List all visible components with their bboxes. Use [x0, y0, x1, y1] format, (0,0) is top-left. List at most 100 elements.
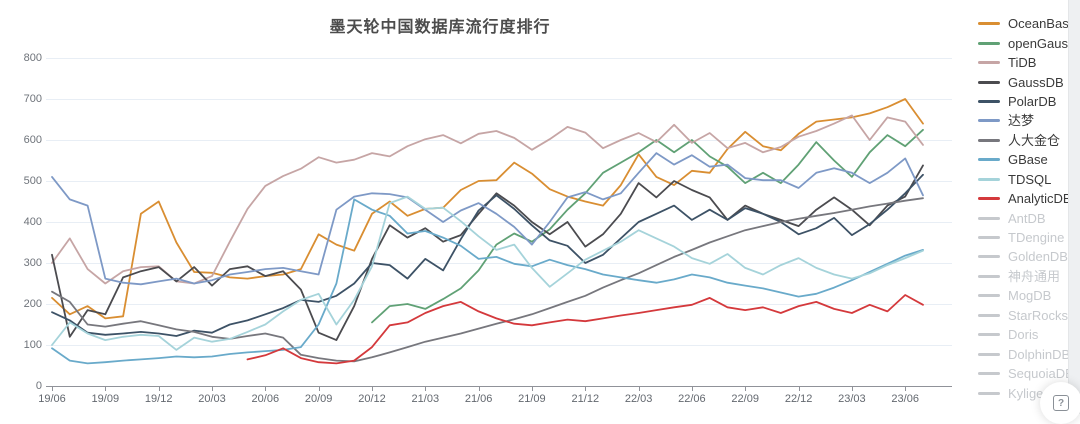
legend-label: 神舟通用	[1008, 268, 1061, 284]
legend-item-达梦[interactable]: 达梦	[978, 111, 1068, 130]
legend-line-swatch	[978, 216, 1000, 220]
legend-label: openGauss	[1008, 35, 1075, 51]
legend-item-openGauss[interactable]: openGauss	[978, 33, 1075, 52]
legend-label: DolphinDB	[1008, 346, 1071, 362]
legend-label: SequoiaDB	[1008, 366, 1074, 382]
plot-area[interactable]	[0, 0, 1080, 414]
legend-line-swatch	[978, 294, 1000, 298]
legend-item-Doris[interactable]: Doris	[978, 325, 1068, 344]
legend-label: OceanBase	[1008, 16, 1076, 32]
y-tick-label: 500	[23, 175, 42, 187]
legend-item-OceanBase[interactable]: OceanBase	[978, 14, 1076, 33]
y-tick-label: 700	[23, 93, 42, 105]
legend-item-GaussDB[interactable]: GaussDB	[978, 72, 1068, 91]
help-question-icon: ?	[1053, 395, 1069, 411]
x-tick-label: 19/12	[144, 393, 173, 405]
y-grid-line	[46, 263, 952, 264]
x-tick-mark	[531, 387, 533, 391]
legend-item-神舟通用[interactable]: 神舟通用	[978, 267, 1068, 286]
x-tick-label: 20/09	[304, 393, 333, 405]
legend-label: TDengine	[1008, 230, 1065, 246]
x-tick-mark	[905, 387, 907, 391]
legend-label: 人大金仓	[1008, 132, 1061, 148]
legend-item-人大金仓[interactable]: 人大金仓	[978, 131, 1068, 150]
legend: OceanBase openGauss TiDB GaussDB PolarDB 达梦人大…	[978, 14, 1076, 403]
legend-item-TDSQL[interactable]: TDSQL	[978, 170, 1068, 189]
y-grid-line	[46, 222, 952, 223]
legend-item-TiDB[interactable]: TiDB	[978, 53, 1068, 72]
y-grid-line	[46, 99, 952, 100]
x-tick-label: 20/03	[198, 393, 226, 405]
legend-item-SequoiaDB[interactable]: SequoiaDB	[978, 364, 1074, 383]
legend-label: AnalyticDB	[1008, 191, 1072, 207]
legend-item-GBase[interactable]: GBase	[978, 150, 1068, 169]
scrollbar[interactable]	[1068, 0, 1080, 414]
series-line-OceanBase	[51, 98, 924, 320]
legend-line-swatch	[978, 61, 1000, 65]
legend-label: PolarDB	[1008, 93, 1057, 109]
legend-line-swatch	[978, 372, 1000, 376]
legend-line-swatch	[978, 236, 1000, 240]
x-tick-mark	[745, 387, 747, 391]
y-tick-label: 300	[23, 257, 42, 269]
legend-line-swatch	[978, 22, 1000, 26]
legend-line-swatch	[978, 313, 1000, 317]
x-tick-label: 23/03	[838, 393, 866, 405]
x-tick-label: 22/09	[731, 393, 759, 405]
legend-line-swatch	[978, 391, 1000, 395]
legend-label: MogDB	[1008, 288, 1052, 304]
legend-item-DolphinDB[interactable]: DolphinDB	[978, 344, 1071, 363]
legend-item-StarRocks[interactable]: StarRocks	[978, 306, 1068, 325]
legend-line-swatch	[978, 333, 1000, 337]
legend-line-swatch	[978, 352, 1000, 356]
y-grid-line	[46, 304, 952, 305]
legend-label: TiDB	[1008, 55, 1037, 71]
legend-line-swatch	[978, 177, 1000, 181]
series-line-PolarDB	[51, 173, 924, 337]
y-grid-line	[46, 345, 952, 346]
x-tick-mark	[158, 387, 160, 391]
series-line-AnalyticDB	[246, 294, 924, 365]
x-tick-mark	[585, 387, 587, 391]
legend-label: GoldenDB	[1008, 249, 1068, 265]
legend-label: GBase	[1008, 152, 1048, 168]
y-grid-line	[46, 140, 952, 141]
legend-label: 达梦	[1008, 113, 1035, 129]
help-button[interactable]: ?	[1040, 382, 1080, 424]
legend-label: StarRocks	[1008, 307, 1068, 323]
legend-item-AnalyticDB[interactable]: AnalyticDB	[978, 189, 1072, 208]
x-tick-mark	[212, 387, 213, 391]
legend-line-swatch	[978, 197, 1000, 201]
legend-line-swatch	[978, 119, 1000, 123]
legend-item-MogDB[interactable]: MogDB	[978, 286, 1068, 305]
legend-line-swatch	[978, 274, 1000, 278]
legend-item-PolarDB[interactable]: PolarDB	[978, 92, 1068, 111]
x-tick-label: 22/03	[624, 393, 653, 405]
x-tick-label: 21/12	[571, 393, 600, 405]
series-line-GBase	[51, 198, 924, 365]
y-tick-label: 100	[23, 339, 42, 351]
x-tick-label: 23/06	[891, 393, 919, 405]
legend-line-swatch	[978, 255, 1000, 259]
x-tick-mark	[372, 387, 373, 391]
x-axis-line	[46, 386, 952, 387]
x-tick-mark	[478, 387, 480, 391]
y-tick-label: 200	[23, 298, 42, 310]
x-tick-label: 19/09	[91, 393, 120, 405]
x-tick-mark	[105, 387, 107, 391]
x-tick-mark	[851, 387, 853, 391]
x-tick-label: 21/06	[464, 393, 493, 405]
legend-item-GoldenDB[interactable]: GoldenDB	[978, 247, 1068, 266]
legend-label: GaussDB	[1008, 74, 1064, 90]
x-tick-mark	[691, 387, 693, 391]
x-tick-label: 19/06	[38, 393, 66, 405]
y-tick-label: 800	[23, 52, 42, 64]
legend-item-AntDB[interactable]: AntDB	[978, 208, 1068, 227]
x-tick-label: 21/03	[411, 393, 440, 405]
legend-item-TDengine[interactable]: TDengine	[978, 228, 1068, 247]
legend-line-swatch	[978, 138, 1000, 142]
series-line-TDSQL	[51, 195, 924, 351]
y-grid-line	[46, 181, 952, 182]
x-tick-label: 22/06	[678, 393, 706, 405]
x-tick-mark	[425, 387, 427, 391]
